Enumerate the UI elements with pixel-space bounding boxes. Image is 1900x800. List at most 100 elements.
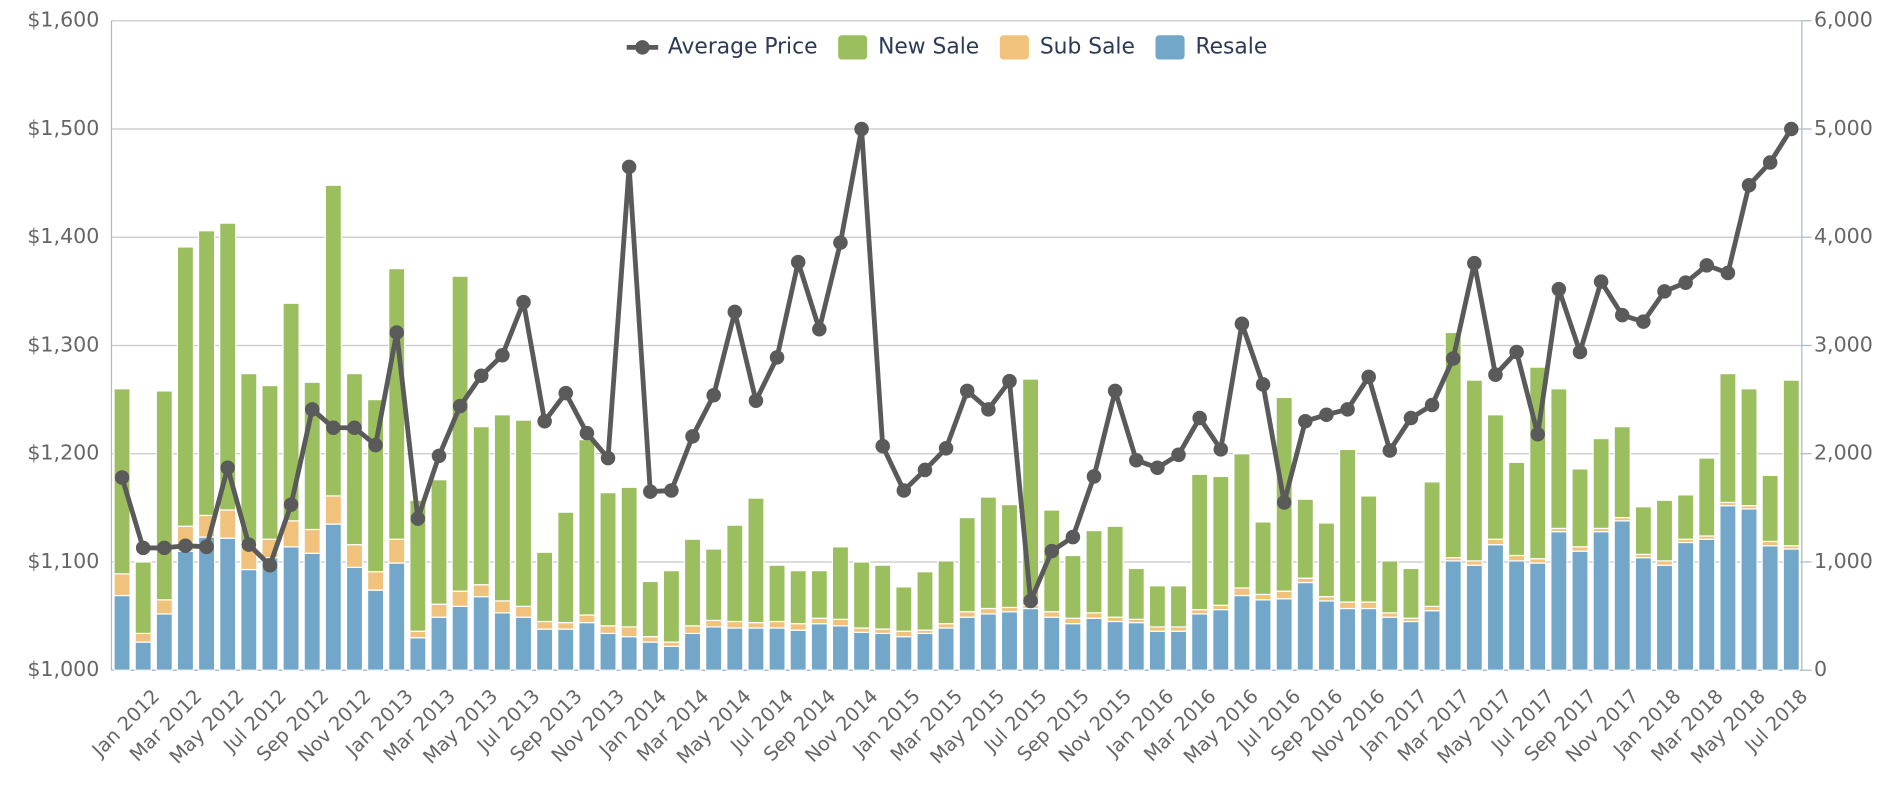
y-tick-label: $1,100	[27, 549, 99, 573]
bar-segment	[1254, 599, 1272, 671]
bar-segment	[324, 495, 342, 525]
bar-segment	[662, 641, 681, 648]
bar-segment	[1634, 557, 1653, 671]
bar-segment	[1191, 613, 1209, 671]
bar-segment	[134, 632, 152, 643]
bar-segment	[472, 426, 490, 586]
price-point	[368, 437, 383, 453]
bar-segment	[726, 627, 744, 671]
bar-segment	[1296, 498, 1314, 579]
bar-segment	[1296, 581, 1314, 671]
bar-segment	[1254, 521, 1272, 596]
price-point	[1762, 155, 1778, 170]
bar-segment	[1592, 531, 1610, 671]
price-point	[790, 254, 806, 270]
bar-segment	[303, 552, 321, 671]
bar-segment	[1148, 626, 1167, 632]
price-point	[1192, 410, 1207, 426]
bar-segment	[916, 571, 934, 631]
bar-segment	[1296, 577, 1314, 584]
bar-segment	[1423, 481, 1441, 607]
price-point	[1509, 344, 1524, 360]
bar-segment	[810, 570, 828, 619]
bar-segment	[1212, 475, 1230, 606]
price-point	[326, 420, 341, 436]
legend-item: Average Price	[626, 34, 818, 59]
price-point	[1678, 275, 1693, 290]
price-point	[241, 537, 257, 552]
price-point	[1340, 402, 1355, 417]
bar-segment	[1634, 506, 1653, 555]
y2-tick-label: 6,000	[1814, 8, 1873, 32]
price-point	[1361, 369, 1376, 385]
bar-segment	[1740, 388, 1758, 507]
price-point	[1636, 314, 1651, 329]
price-point	[1784, 121, 1799, 137]
bar-segment	[1148, 585, 1167, 628]
bar-segment	[1507, 560, 1526, 671]
bar-segment	[303, 528, 321, 554]
bar-segment	[1106, 620, 1124, 671]
price-point	[664, 483, 679, 498]
legend-item: Resale	[1155, 34, 1267, 60]
price-point	[1171, 447, 1186, 463]
bar-segment	[683, 632, 702, 671]
bar-segment	[366, 571, 385, 591]
bar-segment	[388, 268, 406, 540]
bar-segment	[388, 538, 406, 564]
bar-segment	[1233, 587, 1251, 597]
bar-segment	[1507, 461, 1526, 557]
bar-segment	[430, 603, 448, 618]
bar-segment	[1191, 473, 1209, 611]
bar-segment	[895, 630, 913, 638]
bar-segment	[388, 562, 406, 671]
y-tick-label: $1,400	[27, 224, 99, 248]
price-point	[220, 460, 235, 476]
bar-segment	[366, 589, 385, 671]
bar-segment	[979, 496, 997, 610]
bar-segment	[282, 302, 300, 522]
bar-segment	[958, 611, 976, 618]
bar-segment	[578, 614, 596, 624]
legend-label: Sub Sale	[1040, 34, 1135, 59]
price-point	[1572, 344, 1588, 360]
bar-segment	[134, 561, 152, 635]
price-point	[917, 462, 933, 478]
bar-segment	[155, 390, 173, 601]
price-point	[1150, 460, 1165, 476]
legend-label: Average Price	[668, 34, 818, 59]
bar-segment	[1698, 538, 1716, 671]
price-point	[135, 540, 151, 556]
bar-segment	[1486, 544, 1505, 671]
bar-segment	[345, 566, 364, 671]
price-point	[1741, 177, 1757, 193]
bar-segment	[937, 627, 955, 671]
bar-segment	[1191, 608, 1209, 615]
bar-segment	[1127, 567, 1145, 620]
bar-segment	[1338, 607, 1357, 671]
bar-segment	[747, 621, 765, 629]
bar-segment	[1043, 616, 1061, 671]
price-point	[1044, 543, 1060, 559]
bar-segment	[789, 629, 807, 671]
bar-segment	[1338, 601, 1357, 610]
bar-segment	[345, 373, 364, 546]
bar-segment	[599, 625, 617, 635]
bar-segment	[1571, 468, 1589, 548]
bar-segment	[810, 623, 828, 671]
price-point	[431, 448, 447, 464]
legend-symbol	[1155, 35, 1185, 60]
bar-segment	[1275, 598, 1293, 671]
bar-segment	[705, 548, 723, 622]
price-point	[748, 393, 764, 408]
bar-segment	[810, 617, 828, 625]
bar-segment	[1064, 617, 1082, 625]
bar-segment	[155, 613, 173, 671]
bar-segment	[345, 544, 364, 568]
price-point	[1255, 377, 1271, 392]
y-tick-label: $1,000	[27, 657, 99, 681]
bar-segment	[641, 641, 659, 671]
legend-label: New Sale	[878, 34, 979, 59]
bar-segment	[1782, 548, 1800, 671]
